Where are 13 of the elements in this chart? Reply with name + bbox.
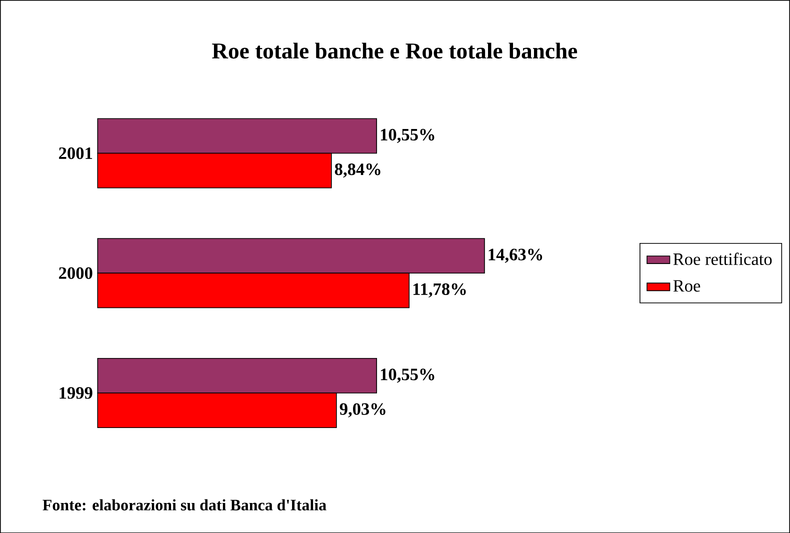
legend-label: Roe rettificato [673,252,772,265]
chart-title: Roe totale banche e Roe totale banche [212,42,578,59]
legend-label: Roe [673,280,700,292]
data-label: 11,78% [413,283,466,298]
y-tick-label: 2001 [59,147,92,159]
data-label: 10,55% [380,128,434,143]
data-label: 8,84% [334,163,380,178]
y-tick-label: 1999 [60,387,92,399]
data-label: 10,55% [380,368,434,383]
y-tick-label: 2000 [59,267,92,279]
data-label: 14,63% [488,248,542,263]
data-label: 9,03% [340,403,386,418]
source-note: Fonte: elaborazioni su dati Banca d'Italia [42,499,326,510]
